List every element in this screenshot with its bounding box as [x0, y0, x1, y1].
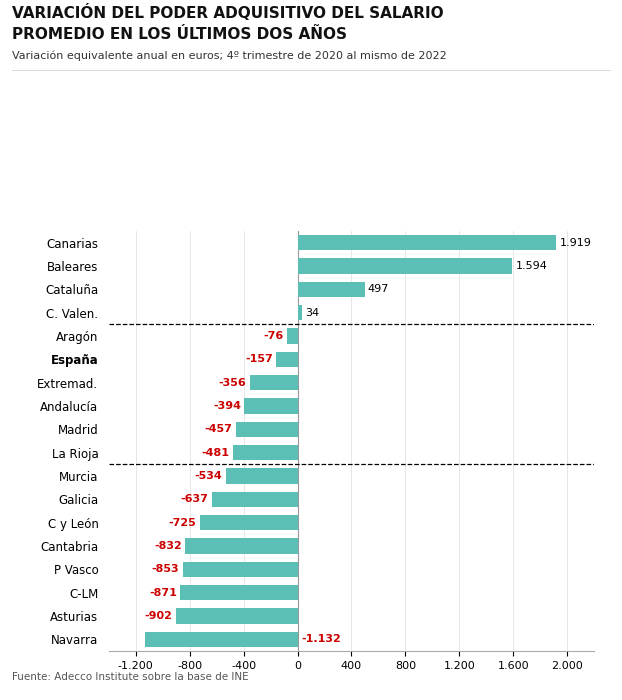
Text: -534: -534 [195, 471, 222, 481]
Text: -902: -902 [145, 611, 172, 621]
Text: PROMEDIO EN LOS ÚLTIMOS DOS AÑOS: PROMEDIO EN LOS ÚLTIMOS DOS AÑOS [12, 27, 348, 41]
Bar [249, 375, 297, 391]
Text: 1.919: 1.919 [560, 238, 592, 248]
Text: -76: -76 [264, 331, 284, 341]
Text: Variación equivalente anual en euros; 4º trimestre de 2020 al mismo de 2022: Variación equivalente anual en euros; 4º… [12, 50, 447, 61]
Bar [200, 515, 297, 531]
Bar [233, 445, 297, 461]
Text: -356: -356 [218, 378, 246, 388]
Bar [276, 351, 297, 367]
Bar [236, 421, 297, 437]
Bar [183, 561, 297, 577]
Text: -637: -637 [180, 494, 208, 504]
Bar [297, 258, 513, 274]
Bar [287, 328, 297, 344]
Text: -725: -725 [169, 518, 197, 528]
Text: -157: -157 [245, 354, 273, 364]
Text: -394: -394 [213, 401, 241, 411]
Bar [297, 305, 302, 321]
Text: -853: -853 [152, 564, 179, 574]
Text: -457: -457 [205, 424, 233, 434]
Bar [176, 608, 297, 624]
Text: -1.132: -1.132 [302, 634, 341, 644]
Bar [244, 398, 297, 414]
Bar [226, 468, 297, 484]
Bar [180, 585, 297, 601]
Text: Fuente: Adecco Institute sobre la base de INE: Fuente: Adecco Institute sobre la base d… [12, 673, 249, 682]
Text: 497: 497 [368, 284, 389, 294]
Text: 34: 34 [305, 308, 320, 318]
Bar [297, 235, 556, 251]
Bar [185, 538, 297, 554]
Text: 1.594: 1.594 [516, 261, 547, 271]
Text: -871: -871 [149, 588, 177, 598]
Bar [145, 631, 297, 647]
Text: VARIACIÓN DEL PODER ADQUISITIVO DEL SALARIO: VARIACIÓN DEL PODER ADQUISITIVO DEL SALA… [12, 4, 444, 20]
Text: -481: -481 [202, 448, 230, 458]
Bar [211, 491, 297, 507]
Bar [297, 281, 364, 297]
Text: -832: -832 [154, 541, 182, 551]
